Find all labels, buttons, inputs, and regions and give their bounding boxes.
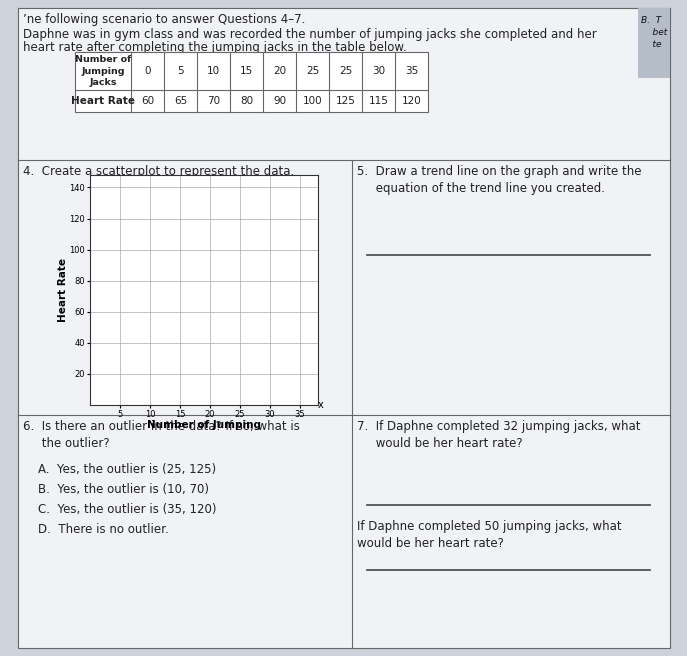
Text: 0: 0 xyxy=(144,66,150,76)
Text: 5: 5 xyxy=(177,66,184,76)
Text: 25: 25 xyxy=(306,66,319,76)
Text: 4.  Create a scatterplot to represent the data.: 4. Create a scatterplot to represent the… xyxy=(23,165,294,178)
Text: If Daphne completed 50 jumping jacks, what
would be her heart rate?: If Daphne completed 50 jumping jacks, wh… xyxy=(357,520,622,550)
Text: Heart Rate: Heart Rate xyxy=(71,96,135,106)
Bar xyxy=(75,52,428,112)
Text: 15: 15 xyxy=(240,66,253,76)
Text: heart rate after completing the jumping jacks in the table below.: heart rate after completing the jumping … xyxy=(23,41,407,54)
Text: 80: 80 xyxy=(240,96,253,106)
Text: 20: 20 xyxy=(273,66,286,76)
Bar xyxy=(638,8,670,78)
Text: D.  There is no outlier.: D. There is no outlier. xyxy=(38,523,169,536)
Text: 60: 60 xyxy=(141,96,154,106)
Text: ’ne following scenario to answer Questions 4–7.: ’ne following scenario to answer Questio… xyxy=(23,13,306,26)
Text: x: x xyxy=(318,400,324,410)
Text: 10: 10 xyxy=(207,66,220,76)
Text: 35: 35 xyxy=(405,66,418,76)
Text: C.  Yes, the outlier is (35, 120): C. Yes, the outlier is (35, 120) xyxy=(38,503,216,516)
Text: 70: 70 xyxy=(207,96,220,106)
Text: 7.  If Daphne completed 32 jumping jacks, what
     would be her heart rate?: 7. If Daphne completed 32 jumping jacks,… xyxy=(357,420,640,450)
Text: 100: 100 xyxy=(303,96,322,106)
Text: te: te xyxy=(641,40,662,49)
Text: B.  T: B. T xyxy=(641,16,662,25)
X-axis label: Number of Jumping: Number of Jumping xyxy=(147,420,261,430)
Text: 120: 120 xyxy=(402,96,421,106)
Text: 90: 90 xyxy=(273,96,286,106)
Text: Daphne was in gym class and was recorded the number of jumping jacks she complet: Daphne was in gym class and was recorded… xyxy=(23,28,597,41)
Text: 125: 125 xyxy=(335,96,355,106)
Text: 30: 30 xyxy=(372,66,385,76)
Text: bet: bet xyxy=(641,28,667,37)
Text: 5.  Draw a trend line on the graph and write the
     equation of the trend line: 5. Draw a trend line on the graph and wr… xyxy=(357,165,642,195)
Text: 6.  Is there an outlier in the data? If so, what is
     the outlier?: 6. Is there an outlier in the data? If s… xyxy=(23,420,300,450)
Text: B.  Yes, the outlier is (10, 70): B. Yes, the outlier is (10, 70) xyxy=(38,483,209,496)
Y-axis label: Heart Rate: Heart Rate xyxy=(58,258,68,322)
Text: 65: 65 xyxy=(174,96,187,106)
Text: Number of
Jumping
Jacks: Number of Jumping Jacks xyxy=(75,55,131,87)
Text: 115: 115 xyxy=(368,96,388,106)
Text: A.  Yes, the outlier is (25, 125): A. Yes, the outlier is (25, 125) xyxy=(38,463,216,476)
Text: 25: 25 xyxy=(339,66,352,76)
